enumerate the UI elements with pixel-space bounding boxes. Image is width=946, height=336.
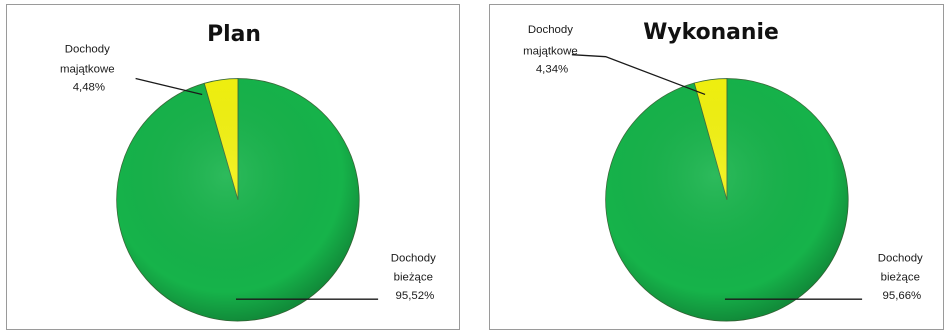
- slice-label-majatkowe: Dochody majątkowe 4,48%: [60, 44, 118, 94]
- slice-label-biezace: Dochody bieżące 95,52%: [391, 252, 439, 302]
- chart-title: Plan: [207, 22, 261, 47]
- slice-label-majatkowe: Dochody majątkowe 4,34%: [523, 24, 581, 76]
- chart-panel-wykonanie: Wykonanie Dochody majątkowe 4,34% Dochod…: [489, 4, 944, 330]
- leader-line-majatkowe: [571, 54, 706, 96]
- chart-panel-plan: Plan Dochody majątkowe 4,48% Dochody bie…: [6, 4, 460, 330]
- leader-line-majatkowe: [135, 77, 203, 96]
- chart-title: Wykonanie: [643, 20, 779, 45]
- slice-label-biezace: Dochody bieżące 95,66%: [878, 252, 926, 302]
- pie-chart-plan: Plan Dochody majątkowe 4,48% Dochody bie…: [60, 22, 439, 322]
- pie-chart-wykonanie: Wykonanie Dochody majątkowe 4,34% Dochod…: [523, 20, 926, 322]
